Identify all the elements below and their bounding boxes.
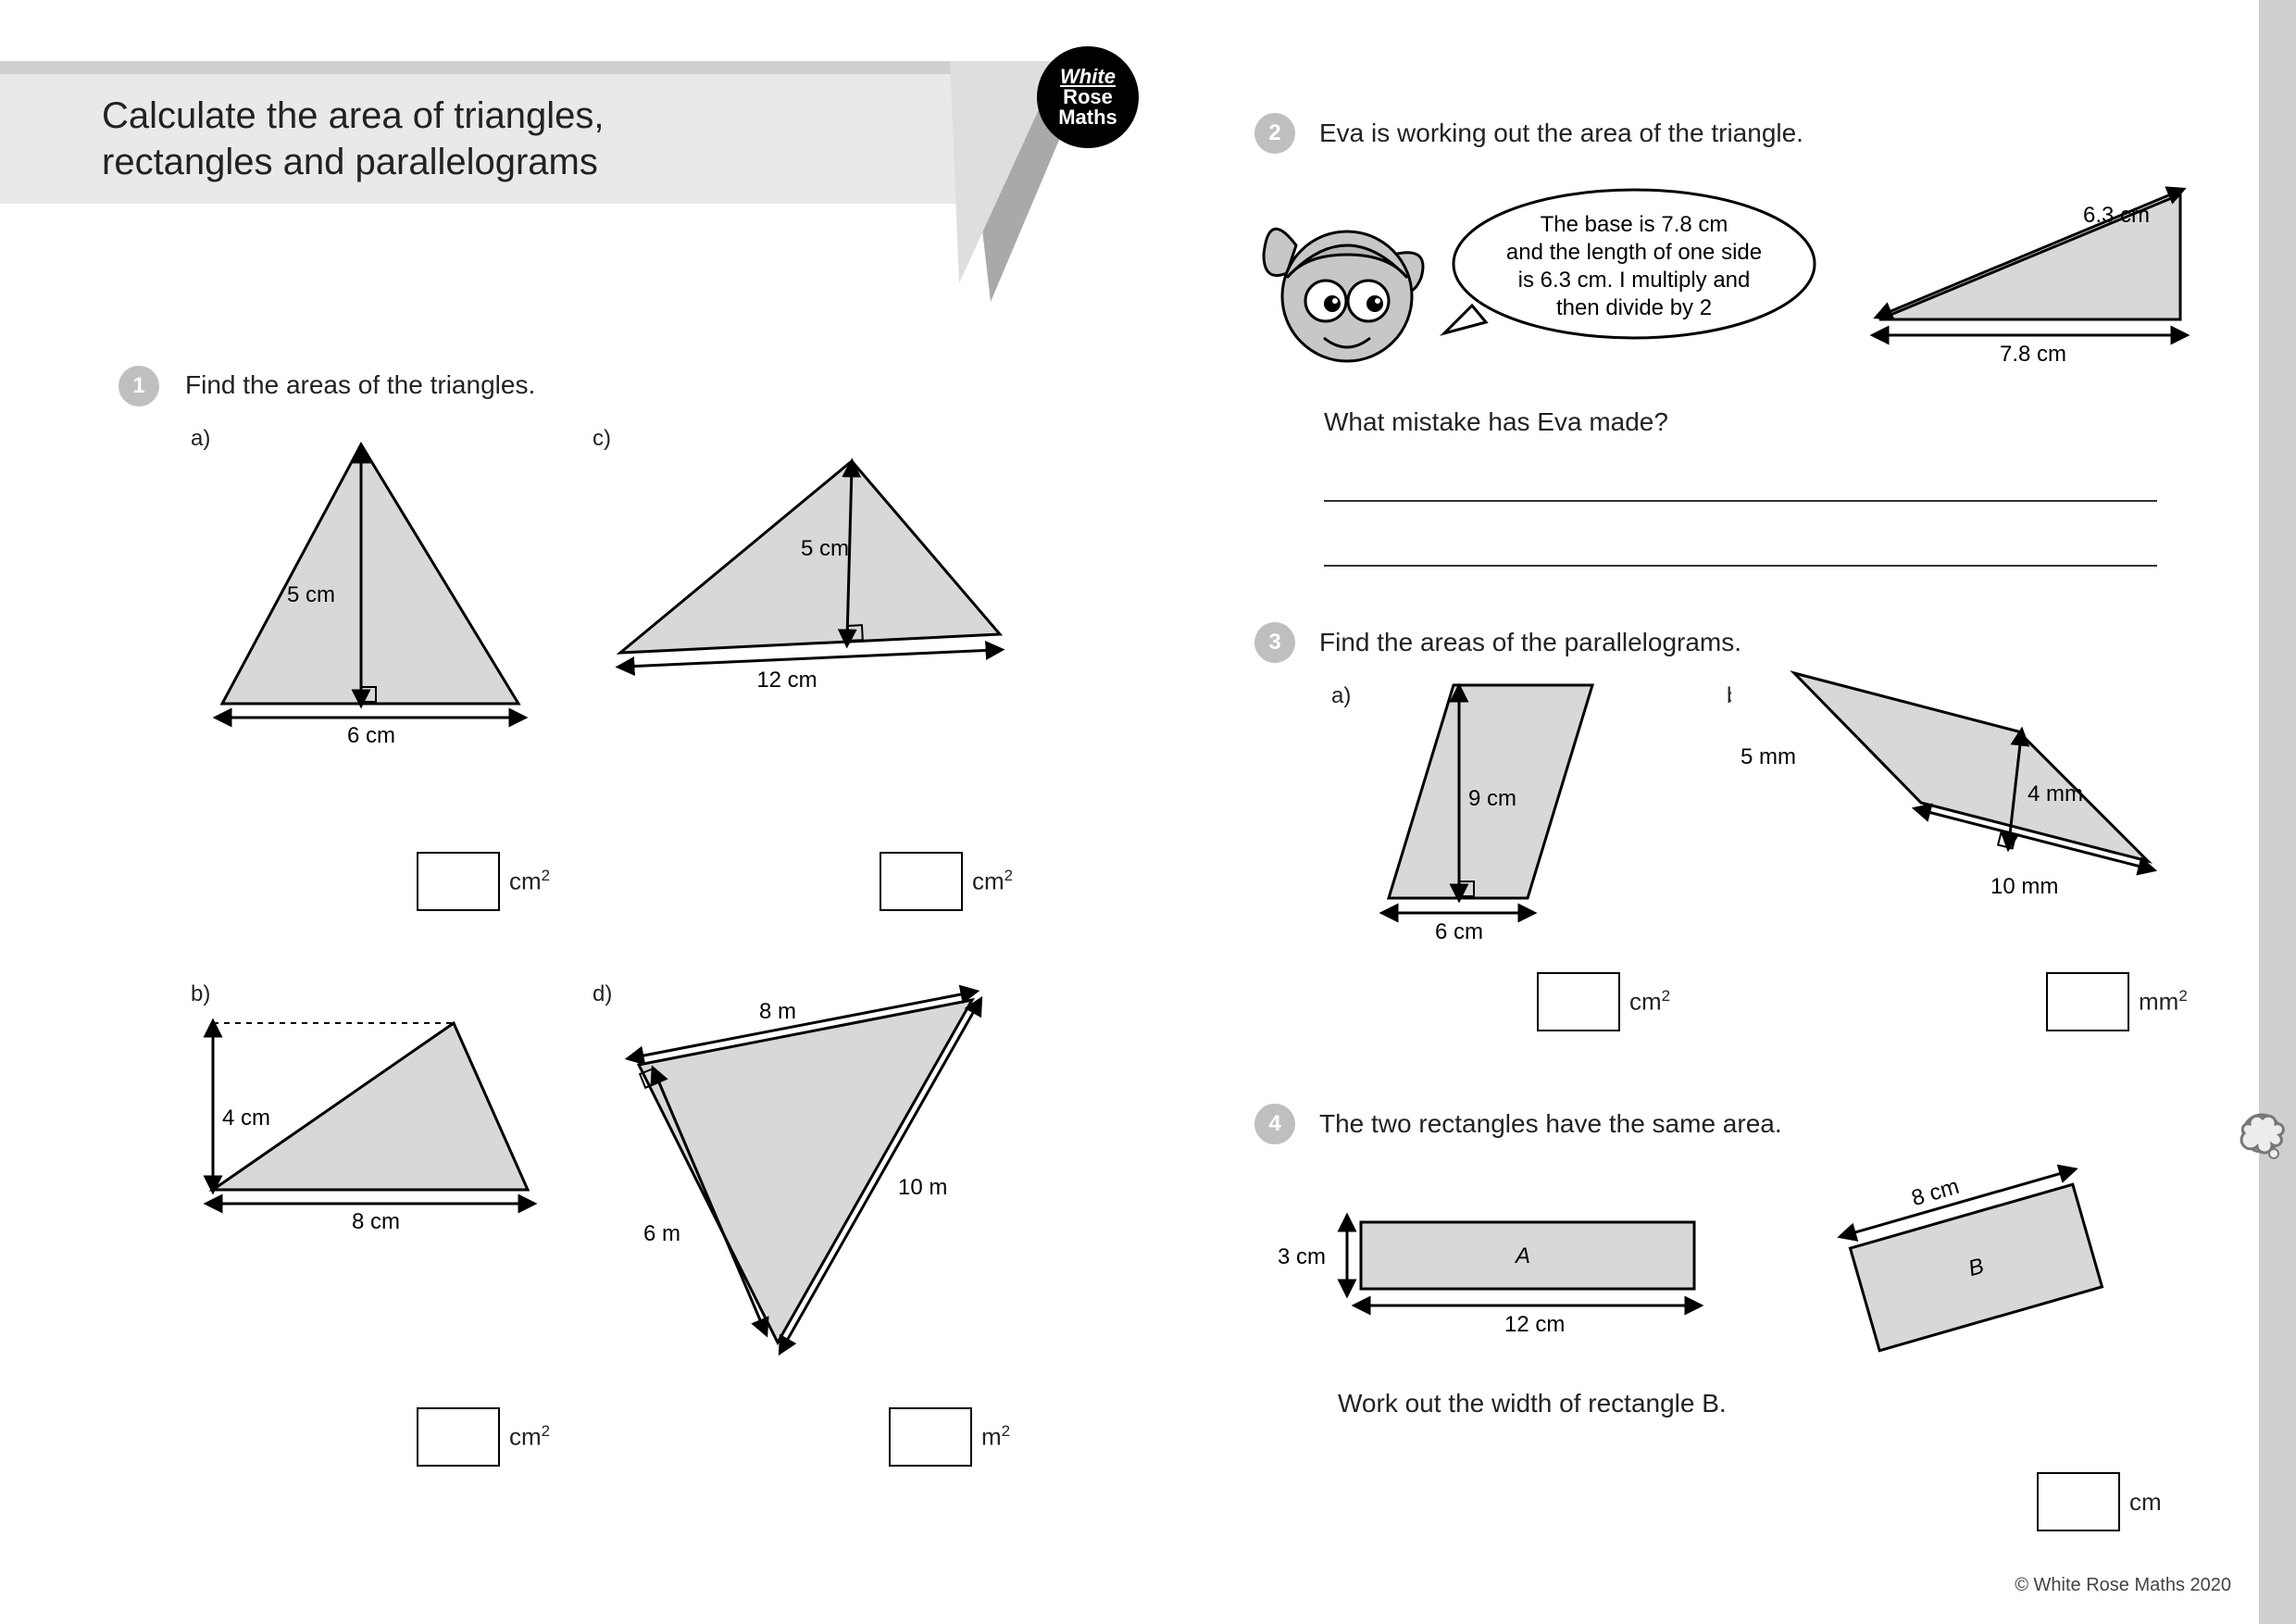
q4-answer-box[interactable]	[2037, 1472, 2120, 1531]
q4-rectA-diagram: 3 cm 12 cm A	[1268, 1194, 1731, 1352]
q1a-answer: cm2	[417, 852, 550, 911]
logo-line-3: Maths	[1058, 107, 1117, 128]
right-index-strip	[2259, 0, 2296, 1624]
q3a-height: 9 cm	[1468, 786, 1516, 811]
logo-line-2: Rose	[1063, 87, 1113, 107]
thought-bubble-icon	[2237, 1111, 2287, 1161]
q1c-answer: cm2	[880, 852, 1013, 911]
q3b-unit: mm2	[2139, 987, 2188, 1017]
q4-followup: Work out the width of rectangle B.	[1338, 1389, 1727, 1418]
q4-rectA-label: A	[1514, 1243, 1530, 1268]
q3a-unit: cm2	[1629, 987, 1670, 1017]
copyright-footer: © White Rose Maths 2020	[2015, 1575, 2231, 1596]
q1d-side2: 10 m	[898, 1175, 947, 1200]
title-banner: Calculate the area of triangles, rectang…	[0, 61, 1000, 219]
q1b-answer-box[interactable]	[417, 1407, 500, 1467]
q2-writing-line-1[interactable]	[1324, 500, 2157, 502]
svg-text:and the length of one side: and the length of one side	[1506, 240, 1762, 265]
q3a-diagram: 9 cm 6 cm	[1379, 667, 1639, 944]
q1c-answer-box[interactable]	[880, 852, 963, 911]
worksheet-page: Calculate the area of triangles, rectang…	[0, 0, 2296, 1624]
question-marker-4: 4	[1254, 1104, 1295, 1144]
question-marker-3: 3	[1254, 622, 1295, 663]
q1-prompt: Find the areas of the triangles.	[185, 370, 535, 400]
q1c-height: 5 cm	[801, 536, 849, 561]
svg-text:then divide by 2: then divide by 2	[1556, 295, 1712, 320]
q1a-diagram: 5 cm 6 cm	[194, 435, 565, 750]
q2-base: 7.8 cm	[2000, 342, 2066, 367]
q1c-unit: cm2	[972, 867, 1013, 896]
q4-unit: cm	[2129, 1488, 2162, 1517]
q1a-answer-box[interactable]	[417, 852, 500, 911]
q2-side: 6.3 cm	[2083, 203, 2150, 228]
q1d-diagram: 8 m 10 m 6 m	[602, 981, 1000, 1352]
q3a-answer: cm2	[1537, 972, 1670, 1031]
q3a-label: a)	[1331, 683, 1351, 709]
white-rose-maths-logo: White Rose Maths	[1037, 46, 1139, 148]
q1d-height: 6 m	[643, 1221, 680, 1246]
q1a-unit: cm2	[509, 867, 550, 896]
svg-text:The base is 7.8 cm: The base is 7.8 cm	[1541, 212, 1728, 237]
q1a-base: 6 cm	[347, 723, 395, 748]
q4-prompt: The two rectangles have the same area.	[1319, 1109, 1782, 1139]
q2-prompt: Eva is working out the area of the trian…	[1319, 119, 1803, 148]
speech-bubble: The base is 7.8 cm and the length of one…	[1440, 185, 1828, 361]
q1b-unit: cm2	[509, 1422, 550, 1452]
q3a-answer-box[interactable]	[1537, 972, 1620, 1031]
eva-avatar	[1259, 208, 1435, 375]
q1c-label: c)	[593, 426, 611, 452]
q4-rectA-height: 3 cm	[1278, 1244, 1326, 1269]
q2-writing-line-2[interactable]	[1324, 565, 2157, 567]
q1d-unit: m2	[981, 1422, 1010, 1452]
q4-rectB-base: 8 cm	[1909, 1174, 1962, 1211]
q3b-answer-box[interactable]	[2046, 972, 2129, 1031]
q3b-height: 4 mm	[2028, 781, 2083, 806]
q1a-height: 5 cm	[287, 582, 335, 607]
q1b-diagram: 4 cm 8 cm	[185, 986, 555, 1236]
q1d-side1: 8 m	[759, 999, 796, 1024]
q1b-height: 4 cm	[222, 1106, 270, 1131]
q3b-diagram-clean: 5 mm 4 mm 10 mm	[1731, 662, 2213, 912]
q3b-answer: mm2	[2046, 972, 2188, 1031]
svg-text:is 6.3 cm. I multiply and: is 6.3 cm. I multiply and	[1518, 268, 1751, 293]
q1b-base: 8 cm	[352, 1209, 400, 1234]
q1d-answer: m2	[889, 1407, 1010, 1467]
q3b-base: 10 mm	[1990, 874, 2058, 899]
q1b-answer: cm2	[417, 1407, 550, 1467]
q3a-base: 6 cm	[1435, 919, 1483, 944]
q4-rectA-base: 12 cm	[1504, 1312, 1565, 1337]
q3b-side: 5 mm	[1741, 744, 1796, 769]
page-title: Calculate the area of triangles, rectang…	[102, 93, 605, 185]
question-marker-1: 1	[119, 366, 159, 406]
q4-rectB-diagram: 8 cm B	[1796, 1148, 2166, 1389]
logo-line-1: White	[1060, 67, 1116, 87]
q2-followup: What mistake has Eva made?	[1324, 407, 1668, 437]
q3-prompt: Find the areas of the parallelograms.	[1319, 628, 1741, 657]
q1c-base: 12 cm	[756, 668, 817, 693]
q4-answer: cm	[2037, 1472, 2162, 1531]
q2-diagram: 6.3 cm 7.8 cm	[1861, 176, 2213, 380]
question-marker-2: 2	[1254, 113, 1295, 154]
q1d-answer-box[interactable]	[889, 1407, 972, 1467]
q1c-diagram: 5 cm 12 cm	[611, 454, 1018, 685]
